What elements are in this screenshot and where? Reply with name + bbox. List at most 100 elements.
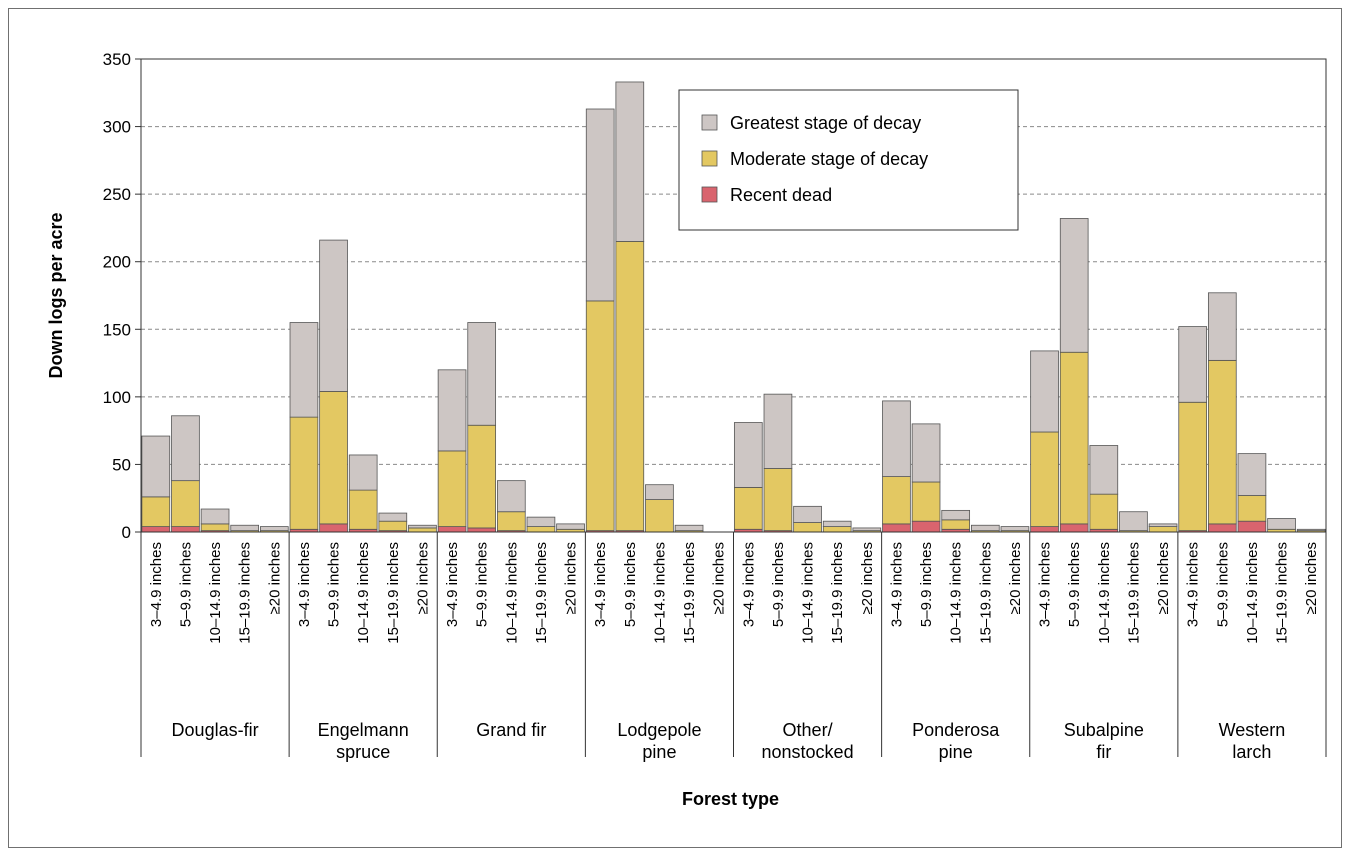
size-class-label: 10–14.9 inches [948,542,965,644]
bar-greatest-decay [852,527,882,532]
bar-moderate-decay [437,450,467,527]
plot-area [140,58,1327,533]
bar-greatest-decay [882,400,911,477]
y-tick-label: 0 [122,523,131,542]
bar-greatest-decay [822,520,852,527]
forest-type-label: Lodgepole [617,720,701,740]
bar-moderate-decay [911,481,941,522]
y-axis-title: Down logs per acre [46,212,66,378]
size-class-label: 10–14.9 inches [651,542,668,644]
bar-greatest-decay [645,484,674,500]
size-class-label: 10–14.9 inches [503,542,520,644]
bar-greatest-decay [763,393,793,469]
bar-recent-dead [141,526,171,533]
bar-greatest-decay [1296,528,1326,532]
bar-recent-dead [1207,523,1237,533]
bar-greatest-decay [733,422,763,488]
size-class-label: ≥20 inches [414,542,431,614]
bar-greatest-decay [1030,350,1059,433]
size-class-label: 3–4.9 inches [592,542,609,627]
bar-greatest-decay [793,505,822,523]
bar-moderate-decay [378,520,408,532]
bar-moderate-decay [1089,493,1119,530]
bar-greatest-decay [348,454,378,491]
bar-greatest-decay [1000,526,1030,532]
bar-moderate-decay [882,476,911,525]
legend-label: Moderate stage of decay [730,149,928,169]
bar-greatest-decay [941,509,971,521]
bar-moderate-decay [1148,526,1178,533]
forest-type-label: pine [939,742,973,762]
y-tick-label: 100 [103,388,131,407]
size-class-label: 3–4.9 inches [888,542,905,627]
size-class-label: 10–14.9 inches [355,542,372,644]
chart-frame [8,8,1342,848]
size-class-label: 5–9.9 inches [1214,542,1231,627]
size-class-label: ≥20 inches [266,542,283,614]
size-class-label: ≥20 inches [859,542,876,614]
forest-type-label: Douglas-fir [172,720,259,740]
bar-greatest-decay [1207,292,1237,361]
bar-moderate-decay [200,523,230,532]
bar-moderate-decay [1207,359,1237,525]
size-class-label: 5–9.9 inches [474,542,491,627]
bar-greatest-decay [615,81,645,242]
bar-recent-dead [911,520,941,533]
bar-moderate-decay [1030,431,1059,527]
legend-label: Recent dead [730,185,832,205]
size-class-label: 3–4.9 inches [444,542,461,627]
bar-recent-dead [1059,523,1089,533]
bar-greatest-decay [1089,445,1119,495]
bar-moderate-decay [822,526,852,533]
size-class-label: 3–4.9 inches [296,542,313,627]
forest-type-label: Engelmann [318,720,409,740]
size-class-label: 15–19.9 inches [829,542,846,644]
y-tick-label: 50 [112,455,131,474]
bar-greatest-decay [408,524,437,529]
y-tick-label: 150 [103,320,131,339]
size-class-label: 15–19.9 inches [1125,542,1142,644]
bar-greatest-decay [230,524,260,532]
bar-moderate-decay [141,496,171,527]
size-class-label: 10–14.9 inches [800,542,817,644]
bar-greatest-decay [1178,326,1208,403]
bar-greatest-decay [378,512,408,522]
bar-greatest-decay [171,415,200,482]
bar-greatest-decay [1119,511,1148,532]
y-tick-label: 250 [103,185,131,204]
bar-greatest-decay [1148,523,1178,527]
forest-type-label: Grand fir [476,720,546,740]
size-class-label: 5–9.9 inches [622,542,639,627]
bar-greatest-decay [674,524,704,532]
bar-recent-dead [319,523,348,533]
size-class-label: 10–14.9 inches [1244,542,1261,644]
size-class-label: ≥20 inches [711,542,728,614]
size-class-label: 5–9.9 inches [770,542,787,627]
bar-recent-dead [171,526,200,533]
bar-greatest-decay [526,516,556,527]
bar-recent-dead [1030,526,1059,533]
size-class-label: 5–9.9 inches [918,542,935,627]
size-class-label: 15–19.9 inches [237,542,254,644]
forest-type-label: pine [642,742,676,762]
bar-greatest-decay [141,435,171,498]
size-class-label: 10–14.9 inches [1096,542,1113,644]
bar-moderate-decay [467,424,497,529]
y-tick-label: 350 [103,50,131,69]
bar-greatest-decay [289,322,319,418]
bar-greatest-decay [556,523,585,530]
x-axis-title: Forest type [682,789,779,809]
size-class-label: 5–9.9 inches [177,542,194,627]
bar-moderate-decay [645,499,674,533]
bar-moderate-decay [763,468,793,532]
bar-recent-dead [467,527,497,533]
forest-type-label: Western [1219,720,1286,740]
bar-greatest-decay [1059,218,1089,353]
bar-greatest-decay [200,508,230,525]
size-class-label: ≥20 inches [1303,542,1320,614]
forest-type-label: Ponderosa [912,720,1000,740]
bar-moderate-decay [348,489,378,530]
size-class-label: 15–19.9 inches [681,542,698,644]
bar-moderate-decay [585,300,615,532]
